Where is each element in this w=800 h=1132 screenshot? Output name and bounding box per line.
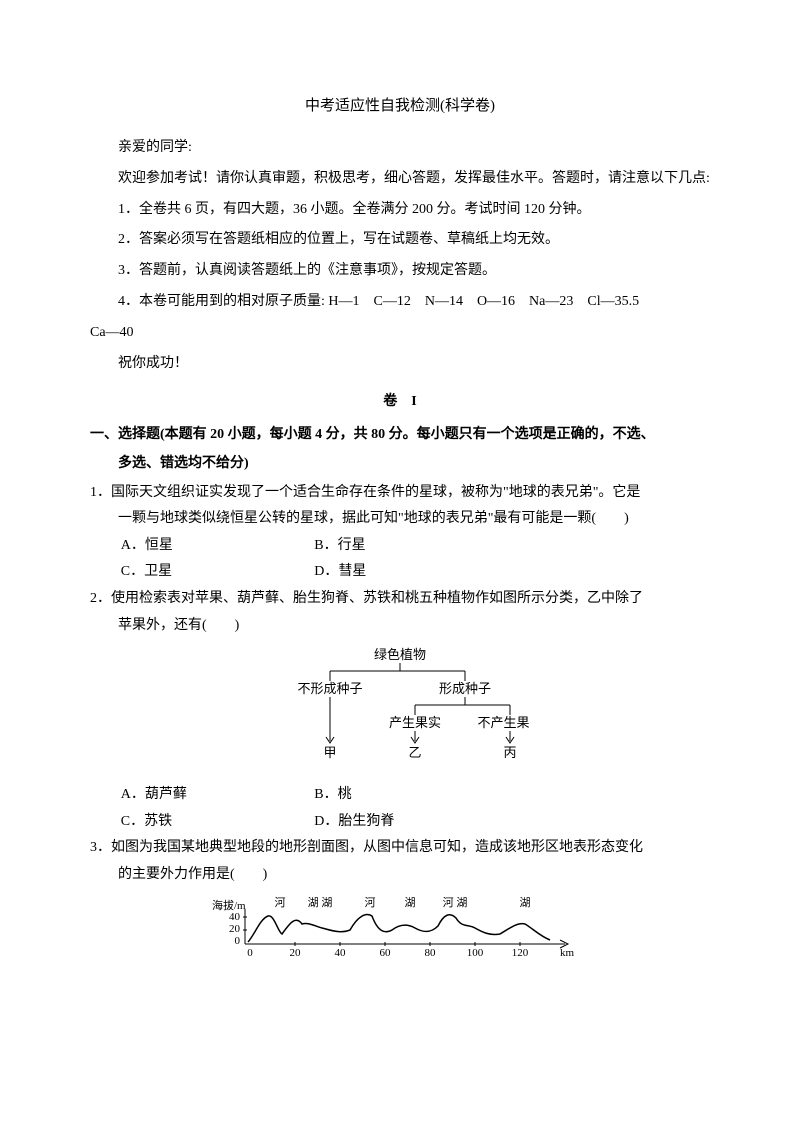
xt-0: 0 [247,947,253,959]
q1-opt-c: C．卫星 [121,559,311,586]
lbl-2: 河 [365,896,376,909]
note-4a: 4．本卷可能用到的相对原子质量: H—1 C—12 N—14 O—16 Na—2… [90,287,710,318]
q1-line2: 一颗与地球类似绕恒星公转的星球，据此可知"地球的表兄弟"最有可能是一颗( ) [118,506,710,533]
q3-line1: 如图为我国某地典型地段的地形剖面图，从图中信息可知，造成该地形区地表形态变化 [111,840,643,855]
yt-20: 20 [229,923,241,935]
ylabel: 海拔/m [212,898,246,912]
intro: 欢迎参加考试！请你认真审题，积极思考，细心答题，发挥最佳水平。答题时，请注意以下… [90,164,710,195]
tree-leaf-a: 甲 [323,745,336,760]
q2-line2: 苹果外，还有( ) [118,613,710,640]
tree-root: 绿色植物 [374,647,426,662]
lbl-1: 湖 湖 [308,896,333,909]
tree-leaf-b: 乙 [408,745,421,760]
xunit: km [560,947,575,959]
q2-tree-diagram: 绿色植物 不形成种子 形成种子 产生果实 不产生果实 甲 乙 丙 [90,645,710,778]
question-3: 3．如图为我国某地典型地段的地形剖面图，从图中信息可知，造成该地形区地表形态变化 [90,835,710,862]
tree-l1b: 形成种子 [439,681,491,696]
q1-opt-d: D．彗星 [314,559,504,586]
greeting: 亲爱的同学: [90,133,710,164]
q3-line2: 的主要外力作用是( ) [118,862,710,889]
question-1: 1．国际天文组织证实发现了一个适合生命存在条件的星球，被称为"地球的表兄弟"。它… [90,480,710,507]
tree-l2b: 不产生果实 [477,715,530,730]
q2-opt-b: B．桃 [314,782,504,809]
lbl-3: 湖 [405,896,416,909]
q2-opt-d: D．胎生狗脊 [314,809,504,836]
section-1-header: 一、选择题(本题有 20 小题，每小题 4 分，共 80 分。每小题只有一个选项… [90,422,710,449]
note-1: 1．全卷共 6 页，有四大题，36 小题。全卷满分 200 分。考试时间 120… [90,195,710,226]
q2-num: 2． [90,591,111,606]
yt-40: 40 [229,911,241,923]
tree-leaf-c: 丙 [503,745,516,760]
tree-l1a: 不形成种子 [297,681,362,696]
lbl-4: 河 湖 [443,896,468,909]
lbl-0: 河 [275,896,286,909]
tree-l2a: 产生果实 [389,715,441,730]
q1-opts-row1: A．恒星 B．行星 [121,533,710,560]
q1-opts-row2: C．卫星 D．彗星 [121,559,710,586]
q2-opt-a: A．葫芦藓 [121,782,311,809]
page-title: 中考适应性自我检测(科学卷) [90,90,710,123]
note-4b: Ca—40 [90,318,710,349]
xt-20: 20 [290,947,302,959]
q1-opt-a: A．恒星 [121,533,311,560]
q1-line1: 国际天文组织证实发现了一个适合生命存在条件的星球，被称为"地球的表兄弟"。它是 [111,485,640,500]
q2-line1: 使用检索表对苹果、葫芦藓、胎生狗脊、苏铁和桃五种植物作如图所示分类，乙中除了 [111,591,643,606]
note-2: 2．答案必须写在答题纸相应的位置上，写在试题卷、草稿纸上均无效。 [90,225,710,256]
q2-opts-row1: A．葫芦藓 B．桃 [121,782,710,809]
xt-120: 120 [512,947,529,959]
q1-opt-b: B．行星 [314,533,504,560]
q2-opt-c: C．苏铁 [121,809,311,836]
q1-num: 1． [90,485,111,500]
xt-40: 40 [335,947,347,959]
lbl-5: 湖 [520,896,531,909]
q2-opts-row2: C．苏铁 D．胎生狗脊 [121,809,710,836]
q3-profile-chart: 海拔/m 40 20 0 0 20 40 60 80 100 120 km 河 … [90,894,710,977]
yt-0: 0 [235,935,241,947]
wish: 祝你成功！ [90,349,710,380]
juan-label: 卷 I [90,387,710,418]
note-3: 3．答题前，认真阅读答题纸上的《注意事项》，按规定答题。 [90,256,710,287]
xt-60: 60 [380,947,392,959]
section-1-header-2: 多选、错选均不给分) [118,449,710,480]
xt-100: 100 [467,947,484,959]
exam-page: 中考适应性自我检测(科学卷) 亲爱的同学: 欢迎参加考试！请你认真审题，积极思考… [0,0,800,1132]
q3-num: 3． [90,840,111,855]
question-2: 2．使用检索表对苹果、葫芦藓、胎生狗脊、苏铁和桃五种植物作如图所示分类，乙中除了 [90,586,710,613]
xt-80: 80 [425,947,437,959]
